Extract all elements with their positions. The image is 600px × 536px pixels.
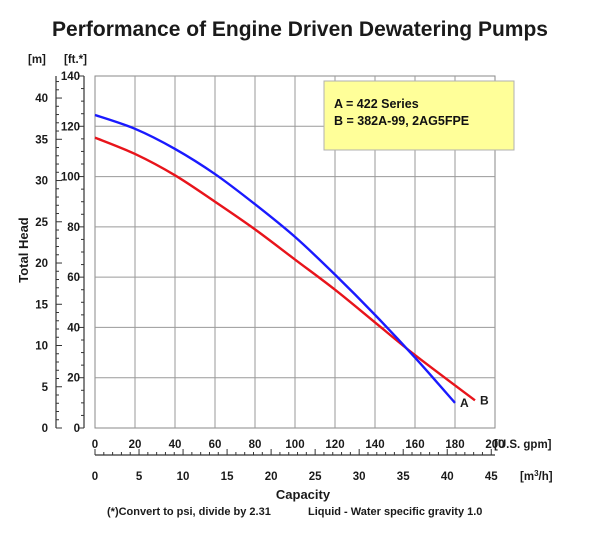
y-unit-meters: [m] [28,54,46,66]
y-tick-label-feet: 80 [67,222,80,234]
y-tick-label-feet: 20 [67,373,80,385]
x-tick-label-m3h: 5 [136,471,143,483]
x-tick-label-m3h: 30 [353,471,366,483]
y-tick-label-meters: 0 [42,423,48,435]
note-specific-gravity: Liquid - Water specific gravity 1.0 [308,506,482,518]
y-tick-label-meters: 40 [35,93,48,105]
series-line-a [94,113,456,404]
y-tick-label-feet: 40 [67,322,80,334]
chart-title: Performance of Engine Driven Dewatering … [52,18,548,41]
series-line-b [94,136,476,402]
x-axis-label: Capacity [276,487,331,502]
x-tick-label-m3h: 15 [221,471,234,483]
legend-entry-b: B = 382A-99, 2AG5FPE [334,114,469,128]
x-tick-label-gpm: 0 [92,439,98,451]
legend-box [323,80,515,151]
x-tick-label-gpm: 120 [325,439,344,451]
y-tick-label-meters: 10 [35,341,48,353]
x-tick-label-gpm: 160 [405,439,424,451]
y-tick-label-meters: 5 [42,382,49,394]
x-tick-label-m3h: 0 [92,471,98,483]
x-unit-gpm: [U.S. gpm] [494,439,552,451]
x-unit-m3h-sup: 3 [534,469,539,478]
legend: A = 422 Series B = 382A-99, 2AG5FPE [323,80,515,151]
curve-label-a: A [460,396,469,410]
x-tick-label-m3h: 25 [309,471,322,483]
x-unit-m3h: [m3/h] [520,469,553,483]
y-tick-label-meters: 25 [35,217,48,229]
x-tick-label-m3h: 20 [265,471,278,483]
y-tick-label-meters: 30 [35,176,48,188]
x-tick-label-m3h: 35 [397,471,410,483]
x-tick-label-gpm: 140 [365,439,384,451]
x-tick-label-gpm: 80 [249,439,262,451]
x-tick-label-gpm: 180 [445,439,464,451]
y-tick-label-feet: 60 [67,272,80,284]
y-tick-label-meters: 35 [35,134,48,146]
x-tick-label-m3h: 10 [177,471,190,483]
note-psi-conversion: (*)Convert to psi, divide by 2.31 [107,506,271,518]
legend-entry-a: A = 422 Series [334,97,419,111]
x-unit-m3h-suffix: /h] [539,471,553,483]
x-unit-m3h-prefix: [m [520,471,534,483]
y-tick-label-meters: 15 [35,299,48,311]
x-tick-label-gpm: 200 [485,439,504,451]
x-tick-label-gpm: 100 [285,439,304,451]
y-tick-label-feet: 140 [61,71,80,83]
x-tick-label-gpm: 60 [209,439,222,451]
y-tick-label-feet: 0 [74,423,80,435]
y-tick-label-meters: 20 [35,258,48,270]
y-unit-feet: [ft.*] [64,54,87,66]
curve-label-b: B [480,393,489,407]
x-tick-label-m3h: 40 [441,471,454,483]
x-tick-label-m3h: 45 [485,471,498,483]
tick-marks [56,75,492,455]
x-tick-label-gpm: 40 [169,439,182,451]
y-tick-label-feet: 100 [61,172,80,184]
y-axis-label: Total Head [16,217,31,283]
y-tick-label-feet: 120 [61,121,80,133]
x-tick-label-gpm: 20 [129,439,142,451]
